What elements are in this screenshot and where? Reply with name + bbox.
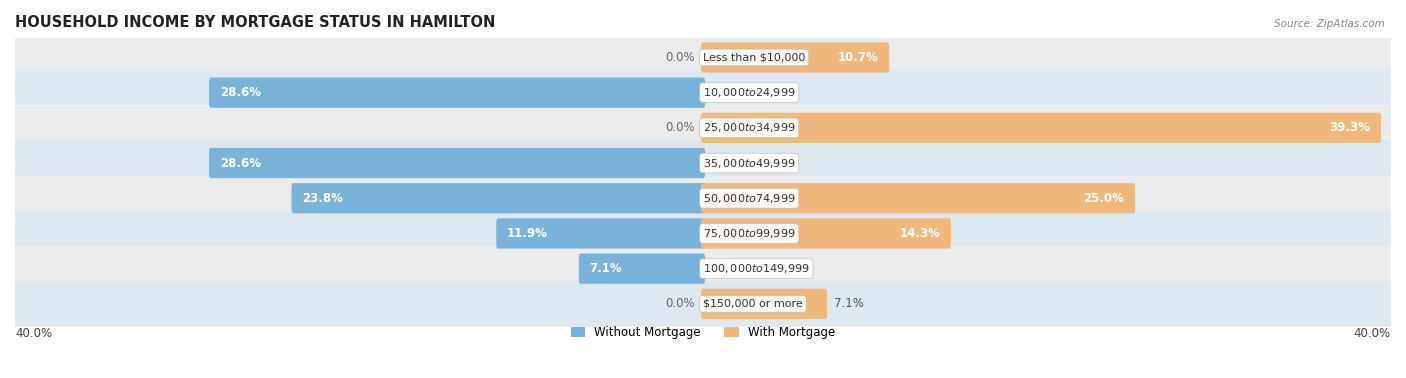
Text: 39.3%: 39.3%	[1330, 121, 1371, 134]
Text: 40.0%: 40.0%	[1354, 327, 1391, 340]
FancyBboxPatch shape	[4, 246, 1402, 291]
Text: Less than $10,000: Less than $10,000	[703, 53, 806, 62]
Text: 0.0%: 0.0%	[665, 297, 695, 310]
Text: $10,000 to $24,999: $10,000 to $24,999	[703, 86, 796, 99]
Text: 0.0%: 0.0%	[665, 121, 695, 134]
FancyBboxPatch shape	[4, 70, 1402, 116]
FancyBboxPatch shape	[702, 113, 1381, 143]
Text: 28.6%: 28.6%	[219, 86, 260, 99]
FancyBboxPatch shape	[4, 211, 1402, 256]
Text: 0.0%: 0.0%	[665, 51, 695, 64]
Text: 7.1%: 7.1%	[834, 297, 863, 310]
FancyBboxPatch shape	[4, 281, 1402, 327]
Text: HOUSEHOLD INCOME BY MORTGAGE STATUS IN HAMILTON: HOUSEHOLD INCOME BY MORTGAGE STATUS IN H…	[15, 15, 495, 30]
FancyBboxPatch shape	[209, 77, 704, 108]
Text: 0.0%: 0.0%	[711, 156, 741, 170]
FancyBboxPatch shape	[4, 175, 1402, 221]
Legend: Without Mortgage, With Mortgage: Without Mortgage, With Mortgage	[567, 321, 839, 344]
Text: $75,000 to $99,999: $75,000 to $99,999	[703, 227, 796, 240]
Text: $50,000 to $74,999: $50,000 to $74,999	[703, 192, 796, 205]
Text: 40.0%: 40.0%	[15, 327, 52, 340]
Text: $35,000 to $49,999: $35,000 to $49,999	[703, 156, 796, 170]
Text: $150,000 or more: $150,000 or more	[703, 299, 803, 309]
FancyBboxPatch shape	[209, 148, 704, 178]
FancyBboxPatch shape	[702, 42, 889, 73]
Text: 25.0%: 25.0%	[1084, 192, 1125, 205]
Text: 23.8%: 23.8%	[302, 192, 343, 205]
Text: $100,000 to $149,999: $100,000 to $149,999	[703, 262, 810, 275]
Text: $25,000 to $34,999: $25,000 to $34,999	[703, 121, 796, 134]
FancyBboxPatch shape	[702, 289, 827, 319]
FancyBboxPatch shape	[291, 183, 704, 214]
Text: 14.3%: 14.3%	[900, 227, 941, 240]
FancyBboxPatch shape	[702, 218, 950, 249]
FancyBboxPatch shape	[702, 183, 1135, 214]
FancyBboxPatch shape	[579, 254, 704, 284]
Text: 0.0%: 0.0%	[711, 262, 741, 275]
Text: 10.7%: 10.7%	[838, 51, 879, 64]
Text: 7.1%: 7.1%	[589, 262, 621, 275]
FancyBboxPatch shape	[4, 140, 1402, 186]
FancyBboxPatch shape	[496, 218, 704, 249]
FancyBboxPatch shape	[4, 105, 1402, 151]
Text: 11.9%: 11.9%	[508, 227, 548, 240]
Text: Source: ZipAtlas.com: Source: ZipAtlas.com	[1274, 19, 1385, 29]
FancyBboxPatch shape	[4, 35, 1402, 81]
Text: 28.6%: 28.6%	[219, 156, 260, 170]
Text: 0.0%: 0.0%	[711, 86, 741, 99]
